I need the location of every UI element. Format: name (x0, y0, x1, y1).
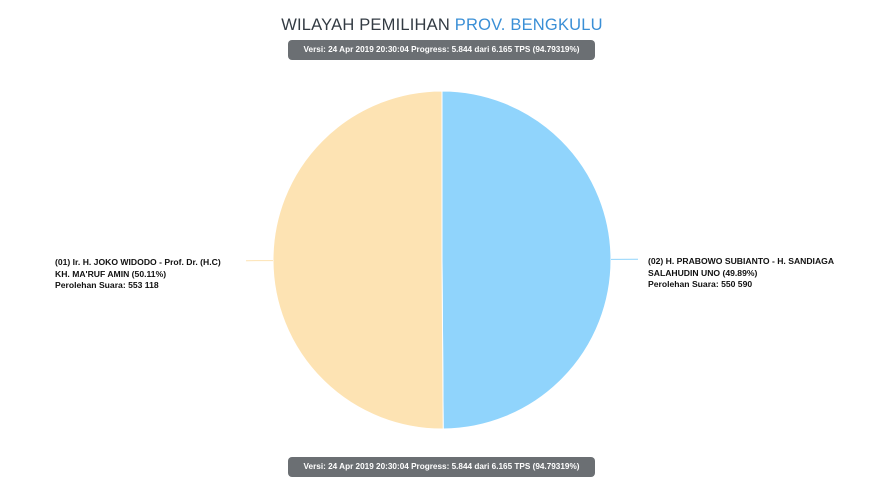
pie-slice-1 (441, 90, 612, 430)
title-prefix: WILAYAH PEMILIHAN (281, 16, 450, 34)
slice-label-01-votes: Perolehan Suara: 553 118 (55, 280, 159, 290)
slice-label-01: (01) Ir. H. JOKO WIDODO - Prof. Dr. (H.C… (55, 257, 221, 292)
page-title: WILAYAH PEMILIHAN PROV. BENGKULU (0, 16, 884, 35)
pie-slice-2 (272, 90, 444, 430)
slice-label-01-line1: (01) Ir. H. JOKO WIDODO - Prof. Dr. (H.C… (55, 257, 221, 267)
slice-label-01-line2: KH. MA'RUF AMIN (50.11%) (55, 268, 167, 279)
slice-label-02: (02) H. PRABOWO SUBIANTO - H. SANDIAGA S… (648, 256, 834, 291)
title-region: PROV. BENGKULU (454, 16, 603, 34)
slice-label-02-line1: (02) H. PRABOWO SUBIANTO - H. SANDIAGA (648, 256, 835, 266)
version-progress-badge-top: Versi: 24 Apr 2019 20:30:04 Progress: 5.… (288, 40, 595, 60)
slice-label-02-line2: SALAHUDIN UNO (49.89%) (648, 267, 758, 278)
version-progress-badge-bottom: Versi: 24 Apr 2019 20:30:04 Progress: 5.… (288, 457, 595, 477)
slice-label-02-votes: Perolehan Suara: 550 590 (648, 279, 753, 289)
